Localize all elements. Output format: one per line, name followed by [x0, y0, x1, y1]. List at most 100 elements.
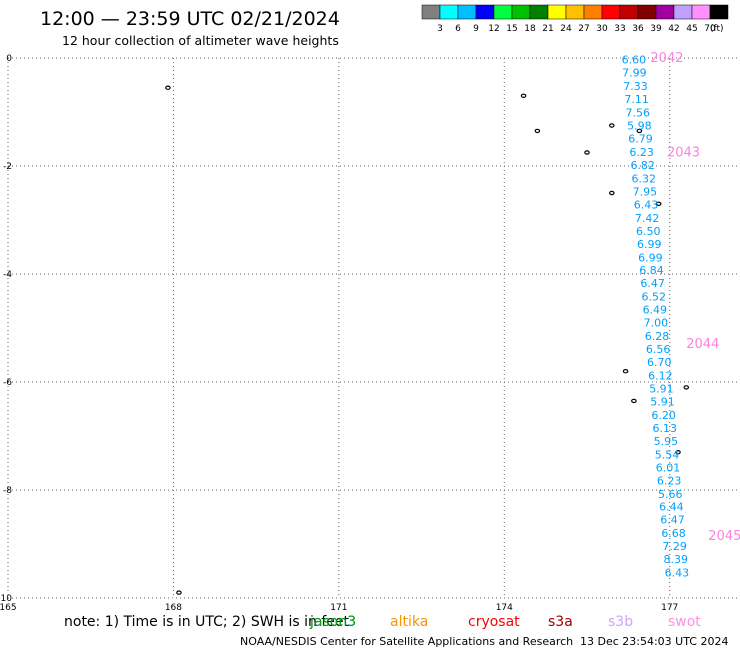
- island-marker: [609, 123, 615, 128]
- y-tick-label: 0: [6, 54, 12, 64]
- legend-item: jason3: [309, 614, 356, 630]
- colorbar-label: 15: [506, 24, 517, 34]
- colorbar-swatch: [439, 4, 459, 20]
- chart-title: 12:00 — 23:59 UTC 02/21/2024: [40, 8, 340, 30]
- footer-timestamp: 13 Dec 23:54:03 UTC 2024: [580, 635, 728, 648]
- colorbar-swatch: [511, 4, 531, 20]
- footer-note: note: 1) Time is in UTC; 2) SWH is in fe…: [64, 614, 350, 630]
- island-marker: [655, 201, 662, 206]
- footer-credit: NOAA/NESDIS Center for Satellite Applica…: [240, 635, 573, 648]
- wave-height-label: 6.28: [645, 330, 670, 343]
- wave-height-label: 6.23: [657, 474, 682, 487]
- island-marker: [520, 93, 527, 99]
- chart-subtitle: 12 hour collection of altimeter wave hei…: [62, 33, 339, 48]
- islands: [165, 85, 690, 595]
- wave-height-label: 6.70: [647, 356, 672, 369]
- wave-height-label: 6.13: [653, 422, 678, 435]
- wave-height-label: 6.32: [632, 172, 657, 185]
- x-tick-label: 177: [661, 603, 678, 613]
- wave-height-label: 7.56: [625, 107, 650, 120]
- island-marker: [609, 190, 615, 196]
- colorbar-label: 24: [560, 24, 572, 34]
- colorbar-swatch: [691, 4, 711, 20]
- wave-height-label: 6.79: [628, 132, 653, 145]
- colorbar-label: 18: [524, 24, 536, 34]
- x-tick-label: 168: [165, 603, 182, 613]
- colorbar-label: 39: [650, 24, 662, 34]
- wave-height-label: 6.56: [646, 343, 671, 356]
- island-marker: [534, 128, 541, 134]
- wave-height-label: 6.84: [639, 264, 664, 277]
- wave-height-label: 7.95: [633, 185, 658, 198]
- pass-time-label: 2043: [667, 146, 700, 161]
- legend-item: jason3: [309, 614, 356, 630]
- island-marker: [622, 369, 629, 374]
- legend-item: s3b: [608, 614, 633, 630]
- wave-height-label: 6.43: [634, 198, 659, 211]
- colorbar-label: 12: [488, 24, 499, 34]
- colorbar-swatch: [619, 4, 639, 20]
- x-tick-label: 165: [0, 603, 17, 613]
- wave-height-label: 6.23: [629, 146, 654, 159]
- y-tick-label: -10: [0, 594, 12, 604]
- colorbar-label: 36: [632, 24, 644, 34]
- colorbar-swatch: [421, 4, 441, 20]
- wave-height-label: 6.82: [630, 159, 655, 172]
- pass-time-label: 2044: [686, 337, 719, 352]
- wave-height-label: 5.91: [650, 395, 675, 408]
- colorbar-label: 70: [704, 24, 716, 34]
- wave-height-label: 6.99: [637, 238, 662, 251]
- wave-height-label: 6.44: [659, 501, 684, 514]
- x-tick-label: 171: [330, 603, 347, 613]
- colorbar-swatch: [547, 4, 567, 20]
- wave-height-label: 6.47: [640, 277, 665, 290]
- wave-height-label: 7.11: [624, 93, 649, 106]
- colorbar-label: 9: [473, 24, 479, 34]
- wave-height-label: 6.47: [660, 514, 685, 527]
- colorbar-label: 33: [614, 24, 625, 34]
- wave-height-label: 5.95: [654, 435, 679, 448]
- wave-height-label: 6.01: [656, 461, 681, 474]
- colorbar-swatch: [493, 4, 513, 20]
- wave-height-label: 6.99: [638, 251, 663, 264]
- colorbar-swatch: [475, 4, 495, 20]
- wave-height-label: 7.42: [635, 212, 660, 225]
- colorbar-unit: (ft): [710, 24, 724, 34]
- wave-height-label: 6.50: [636, 225, 661, 238]
- wave-height-label: 5.91: [649, 382, 674, 395]
- island-marker: [165, 85, 171, 90]
- wave-height-label: 6.43: [665, 567, 690, 580]
- wave-height-label: 6.60: [622, 54, 647, 67]
- wave-height-label: 7.00: [644, 317, 669, 330]
- colorbar-swatch: [601, 4, 621, 20]
- colorbar-label: 45: [686, 24, 697, 34]
- island-marker: [176, 590, 182, 595]
- y-tick-label: -2: [3, 162, 12, 172]
- colorbar-label: 27: [578, 24, 589, 34]
- colorbar-swatch: [637, 4, 657, 20]
- colorbar-label: 21: [542, 24, 553, 34]
- pass-time-label: 2042: [650, 51, 683, 66]
- colorbar-label: 42: [668, 24, 679, 34]
- wave-height-label: 5.54: [655, 448, 680, 461]
- island-marker: [631, 398, 637, 404]
- legend-item: swot: [668, 614, 701, 630]
- colorbar-swatch: [583, 4, 603, 20]
- colorbar-swatch: [673, 4, 693, 20]
- wave-height-label: 7.29: [662, 540, 687, 553]
- colorbar-label: 30: [596, 24, 608, 34]
- wave-height-label: 6.20: [651, 409, 676, 422]
- colorbar-swatch: [565, 4, 585, 20]
- island-marker: [683, 385, 690, 390]
- island-marker: [584, 150, 590, 155]
- wave-height-label: 6.52: [641, 291, 666, 304]
- wave-height-label: 8.39: [664, 553, 689, 566]
- colorbar-swatch: [457, 4, 477, 20]
- wave-height-label: 5.98: [627, 120, 652, 133]
- colorbar-swatch: [655, 4, 675, 20]
- wave-height-values: 6.607.997.337.117.565.986.796.236.826.32…: [622, 54, 690, 580]
- colorbar-swatch: [709, 4, 729, 20]
- colorbar-label: 6: [455, 24, 461, 34]
